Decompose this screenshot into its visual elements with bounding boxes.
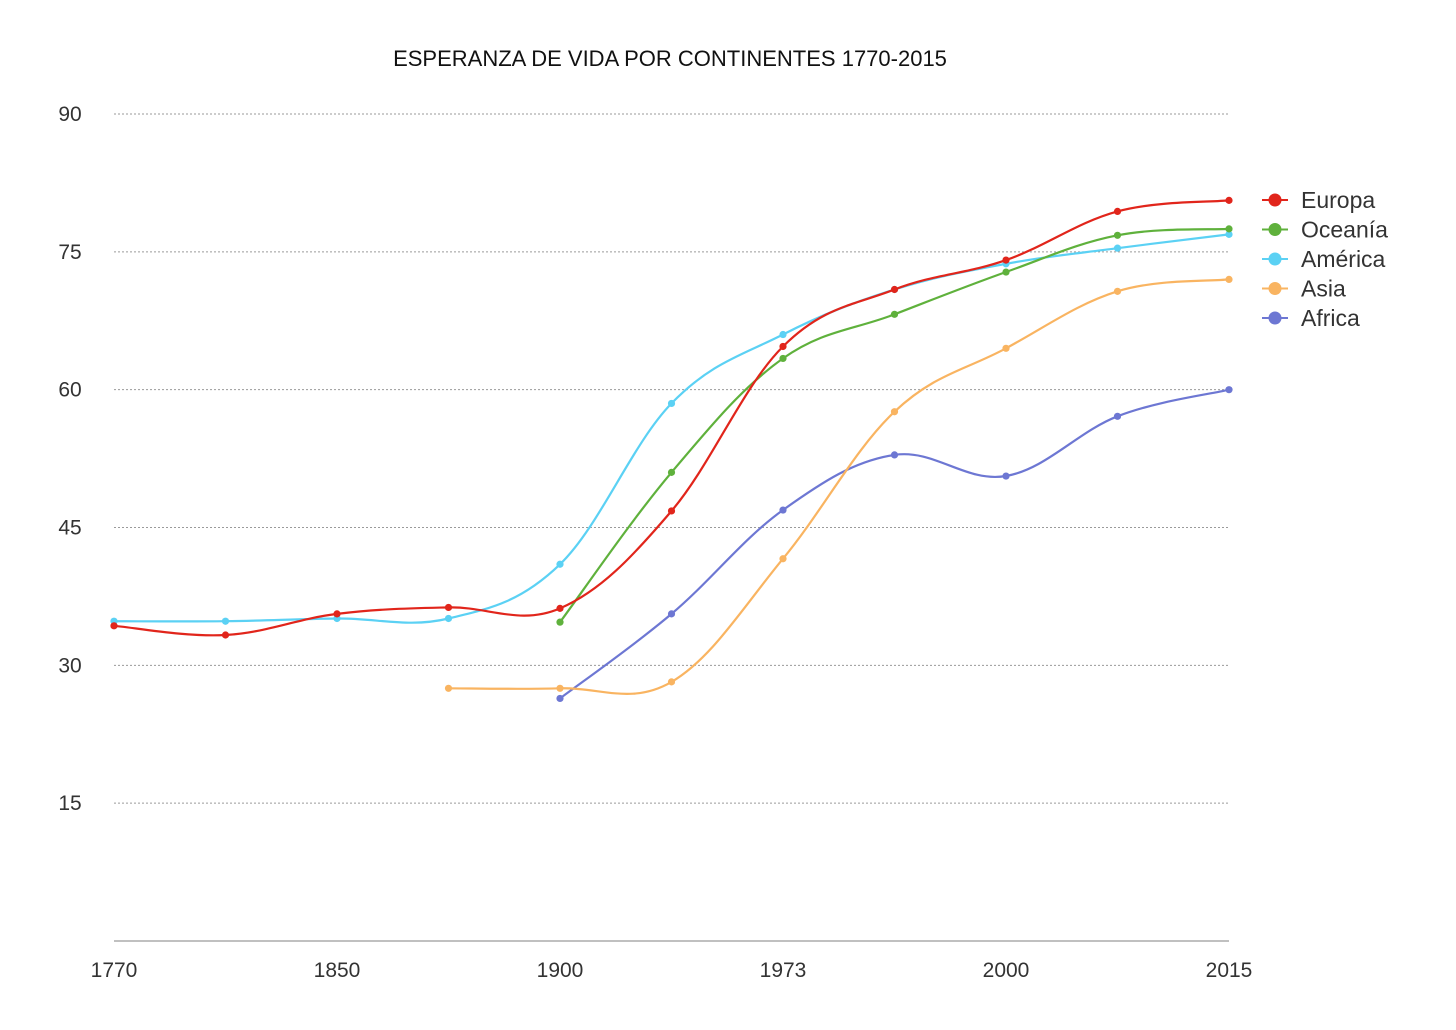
data-point: [1225, 275, 1233, 283]
series-europa: [110, 196, 1233, 639]
data-point: [1002, 344, 1010, 352]
legend-label: Europa: [1301, 187, 1375, 213]
data-point: [1002, 256, 1010, 264]
data-point: [779, 354, 787, 363]
y-tick-label: 60: [58, 379, 81, 402]
x-tick-label: 1973: [760, 959, 807, 982]
x-tick-label: 2015: [1206, 959, 1253, 982]
legend-marker: [1268, 223, 1282, 236]
data-point: [1225, 386, 1233, 394]
data-point: [1225, 225, 1233, 233]
series-américa: [110, 230, 1233, 625]
legend-marker: [1268, 282, 1282, 295]
data-point: [890, 310, 899, 318]
data-point: [444, 614, 453, 623]
data-point: [1113, 412, 1122, 420]
data-point: [556, 694, 564, 703]
data-point: [1225, 230, 1233, 238]
data-point: [667, 399, 676, 408]
x-tick-label: 1770: [91, 959, 138, 982]
series-africa: [556, 386, 1233, 703]
data-point: [1002, 268, 1010, 276]
axes: 15 30 45 60 75 90 1770 1850 1900 1973 2000 2015: [58, 103, 1252, 982]
series-asia: [444, 275, 1233, 695]
series-oceanía: [556, 225, 1233, 626]
data-point: [667, 507, 676, 515]
y-tick-label: 75: [58, 241, 81, 264]
x-tick-label: 1900: [537, 959, 584, 982]
data-point: [444, 603, 453, 612]
series-line: [559, 388, 1230, 700]
y-tick-label: 90: [58, 103, 81, 126]
x-tick-label: 1850: [314, 959, 361, 982]
legend-label: Africa: [1301, 305, 1360, 331]
legend-label: Oceanía: [1301, 217, 1388, 243]
data-point: [1002, 472, 1010, 480]
data-point: [779, 555, 787, 563]
data-point: [890, 408, 899, 416]
data-point: [667, 610, 676, 618]
legend-item-oceanía[interactable]: Oceanía: [1262, 217, 1388, 243]
legend-item-américa[interactable]: América: [1262, 246, 1386, 272]
legend-label: Asia: [1301, 276, 1346, 302]
data-point: [779, 506, 787, 514]
legend-item-europa[interactable]: Europa: [1262, 187, 1375, 213]
data-point: [1113, 231, 1122, 239]
legend-marker: [1268, 193, 1282, 207]
legend-marker: [1268, 311, 1282, 325]
series-line: [113, 233, 1230, 624]
y-tick-label: 45: [58, 517, 81, 540]
legend-item-asia[interactable]: Asia: [1262, 276, 1346, 302]
data-point: [556, 618, 564, 626]
data-point: [444, 684, 453, 692]
legend-marker: [1268, 252, 1282, 266]
data-point: [556, 684, 564, 692]
data-point: [221, 617, 230, 625]
series-lines: [110, 196, 1233, 703]
data-point: [1113, 244, 1122, 252]
chart-title: ESPERANZA DE VIDA POR CONTINENTES 1770-2…: [393, 46, 947, 71]
series-line: [113, 199, 1230, 637]
data-point: [333, 610, 341, 618]
legend-label: América: [1301, 246, 1386, 272]
data-point: [1113, 207, 1122, 216]
data-point: [779, 342, 787, 351]
data-point: [890, 285, 899, 294]
data-point: [667, 678, 676, 686]
data-point: [110, 622, 118, 630]
data-point: [667, 468, 676, 476]
series-line: [448, 278, 1230, 695]
data-point: [1225, 196, 1233, 204]
data-point: [556, 560, 564, 568]
gridlines: [114, 113, 1229, 804]
data-point: [556, 604, 564, 612]
legend[interactable]: Europa Oceanía América Asia Africa: [1262, 187, 1388, 331]
data-point: [779, 330, 787, 339]
x-tick-label: 2000: [983, 959, 1030, 982]
data-point: [221, 631, 230, 639]
data-point: [1113, 287, 1122, 295]
legend-item-africa[interactable]: Africa: [1262, 305, 1360, 331]
y-tick-label: 15: [58, 792, 81, 815]
y-tick-label: 30: [58, 654, 81, 677]
data-point: [890, 451, 899, 459]
